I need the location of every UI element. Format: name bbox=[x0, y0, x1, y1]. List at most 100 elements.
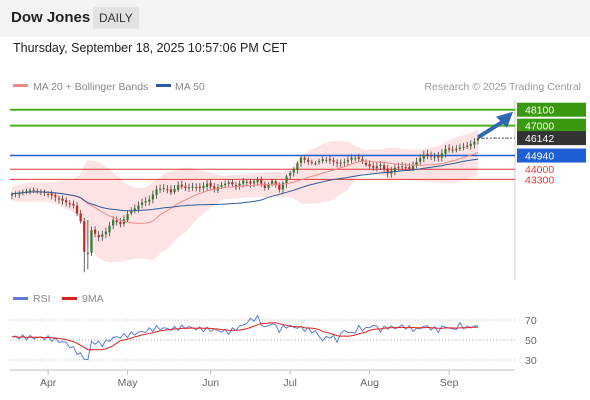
candle-body bbox=[227, 182, 230, 184]
candle-body bbox=[386, 168, 389, 174]
candle-body bbox=[177, 185, 180, 190]
forecast-arrow-shaft bbox=[478, 117, 508, 139]
candle-body bbox=[238, 183, 241, 186]
candle-body bbox=[379, 164, 382, 167]
candle-body bbox=[364, 162, 368, 165]
candle-body bbox=[336, 162, 339, 164]
candle-body bbox=[133, 208, 136, 211]
candle-body bbox=[256, 179, 259, 183]
candle-body bbox=[173, 188, 176, 193]
candle-body bbox=[444, 148, 447, 154]
forecast-arrow-layer bbox=[478, 111, 515, 139]
candle-body bbox=[112, 219, 115, 226]
candle-body bbox=[220, 185, 223, 187]
bollinger-band-area bbox=[12, 129, 478, 263]
candle-body bbox=[361, 159, 364, 162]
rsi-9ma-line bbox=[11, 322, 479, 351]
candle-body bbox=[28, 190, 32, 192]
candle-body bbox=[90, 230, 93, 253]
candle-body bbox=[292, 169, 295, 173]
level-label-box-46142 bbox=[517, 131, 586, 146]
candle-body bbox=[462, 146, 465, 148]
candle-body bbox=[346, 159, 350, 162]
candle-body bbox=[202, 185, 205, 188]
rsi-tick-50: 50 bbox=[525, 335, 537, 347]
candle-body bbox=[68, 203, 71, 205]
rsi-line bbox=[11, 314, 479, 361]
candle-body bbox=[79, 213, 82, 222]
candle-body bbox=[415, 161, 418, 166]
ma20-line bbox=[11, 152, 479, 224]
candle-body bbox=[270, 180, 274, 185]
candle-body bbox=[93, 229, 97, 234]
candle-body bbox=[205, 183, 209, 187]
candle-body bbox=[328, 158, 331, 161]
x-tick-label-May: May bbox=[118, 377, 139, 389]
rsi-layer: 70 50 30 bbox=[10, 314, 537, 367]
candle-body bbox=[281, 182, 285, 190]
candle-body bbox=[104, 231, 108, 235]
ma50-line bbox=[11, 158, 479, 212]
candle-body bbox=[451, 149, 454, 151]
candle-body bbox=[426, 153, 429, 156]
candle-body bbox=[83, 221, 86, 252]
candle-body bbox=[343, 161, 346, 163]
candle-body bbox=[289, 172, 292, 176]
level-label-box-44940 bbox=[517, 148, 586, 163]
candle-body bbox=[47, 193, 50, 195]
candle-body bbox=[57, 198, 61, 200]
candle-body bbox=[180, 184, 183, 187]
candle-body bbox=[115, 220, 118, 223]
legend-rsi-label: RSI bbox=[33, 293, 51, 305]
candle-body bbox=[307, 159, 310, 162]
candle-body bbox=[310, 161, 313, 163]
candle-body bbox=[32, 189, 35, 191]
level-label-box-48100 bbox=[517, 102, 586, 117]
candle-body bbox=[119, 221, 122, 225]
candle-body bbox=[278, 184, 281, 190]
period-badge[interactable]: DAILY bbox=[93, 7, 139, 29]
moving-averages-layer bbox=[11, 152, 479, 224]
candle-body bbox=[357, 157, 360, 160]
candle-body bbox=[303, 157, 306, 160]
candle-body bbox=[350, 157, 353, 160]
rsi-tick-30: 30 bbox=[525, 355, 537, 367]
forecast-arrow-head bbox=[496, 111, 513, 128]
legend-rsi-swatch bbox=[13, 297, 28, 300]
level-label-44000: 44000 bbox=[525, 164, 554, 176]
candle-body bbox=[162, 188, 165, 190]
candle-body bbox=[231, 182, 234, 185]
candle-body bbox=[433, 156, 436, 158]
candle-body bbox=[260, 178, 263, 184]
x-tick-label-Jun: Jun bbox=[202, 377, 219, 389]
level-label-46142: 46142 bbox=[525, 133, 554, 145]
candle-body bbox=[166, 189, 169, 191]
candle-body bbox=[130, 211, 133, 214]
candle-body bbox=[191, 186, 194, 188]
candle-body bbox=[195, 187, 198, 189]
candle-body bbox=[61, 198, 64, 201]
candle-body bbox=[224, 183, 227, 186]
candle-body bbox=[325, 159, 328, 161]
legend-ma20-label: MA 20 + Bollinger Bands bbox=[33, 81, 148, 93]
candle-body bbox=[72, 203, 75, 206]
candle-body bbox=[382, 165, 386, 170]
candle-body bbox=[455, 148, 458, 151]
candle-body bbox=[372, 166, 375, 168]
candle-body bbox=[25, 190, 28, 192]
candle-body bbox=[252, 181, 256, 184]
candle-body bbox=[401, 166, 404, 168]
candle-body bbox=[10, 193, 14, 196]
candle-body bbox=[137, 205, 140, 210]
candle-body bbox=[249, 181, 252, 184]
candle-body bbox=[21, 191, 24, 193]
candle-body bbox=[263, 183, 266, 189]
watermark: Research © 2025 Trading Central bbox=[424, 81, 581, 93]
candle-body bbox=[314, 163, 317, 165]
candle-body bbox=[466, 145, 469, 147]
x-axis-labels: Apr May Jun Jul Aug Sep bbox=[40, 370, 459, 389]
candle-body bbox=[458, 147, 462, 149]
candle-body bbox=[267, 184, 270, 188]
legend-ma20-swatch bbox=[13, 84, 28, 87]
